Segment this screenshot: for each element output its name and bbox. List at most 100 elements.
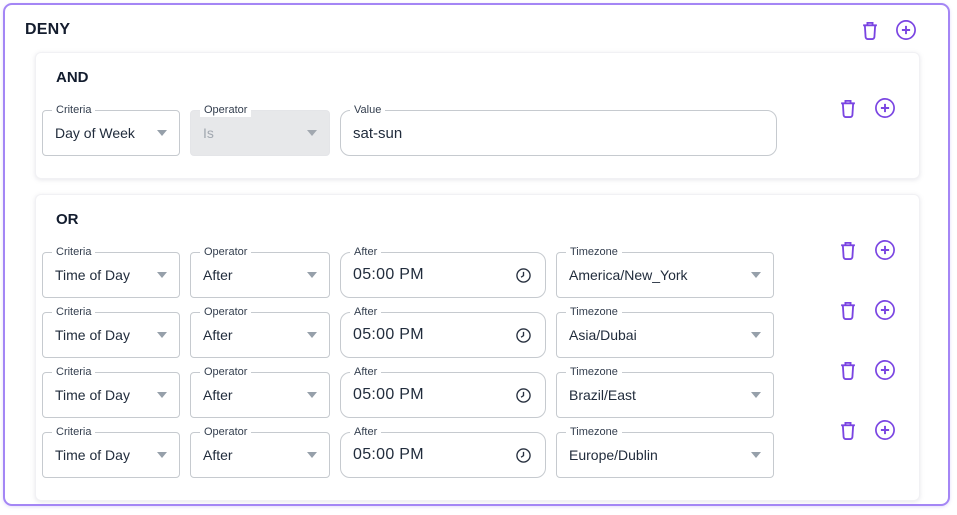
value-text: sat-sun bbox=[353, 124, 403, 142]
caret-down-icon bbox=[307, 332, 317, 338]
group-label-and: AND bbox=[56, 69, 89, 86]
delete-rule-button[interactable] bbox=[836, 238, 860, 262]
caret-down-icon bbox=[751, 332, 761, 338]
plus-circle-icon bbox=[874, 239, 896, 261]
trash-icon bbox=[840, 241, 856, 260]
add-rule-button[interactable] bbox=[873, 358, 897, 382]
trash-icon bbox=[862, 21, 878, 40]
clock-icon bbox=[516, 267, 531, 283]
operator-label: Operator bbox=[200, 103, 252, 117]
plus-circle-icon bbox=[874, 359, 896, 381]
add-group-button[interactable] bbox=[894, 18, 918, 42]
criteria-select[interactable]: Criteria Time of Day bbox=[42, 425, 180, 478]
operator-select[interactable]: Operator After bbox=[190, 425, 330, 478]
or-rule-row-1: Criteria Time of Day Operator After Afte… bbox=[42, 239, 909, 298]
operator-select[interactable]: Operator After bbox=[190, 245, 330, 298]
time-picker-button[interactable] bbox=[514, 386, 533, 405]
trash-icon bbox=[840, 361, 856, 380]
trash-icon bbox=[840, 99, 856, 118]
time-picker-button[interactable] bbox=[514, 446, 533, 465]
caret-down-icon bbox=[751, 392, 761, 398]
criteria-select[interactable]: Criteria Time of Day bbox=[42, 305, 180, 358]
row-actions bbox=[836, 298, 897, 322]
time-input[interactable]: After 05:00 PM bbox=[340, 425, 546, 478]
page-title: DENY bbox=[25, 21, 71, 38]
timezone-select[interactable]: Timezone Asia/Dubai bbox=[556, 305, 774, 358]
time-value: 05:00 PM bbox=[353, 446, 424, 463]
caret-down-icon bbox=[307, 130, 317, 136]
and-group-card: AND Criteria Day of Week Operator Is Val… bbox=[35, 52, 920, 179]
caret-down-icon bbox=[157, 130, 167, 136]
caret-down-icon bbox=[307, 272, 317, 278]
or-group-card: OR Criteria Time of Day Operator After A… bbox=[35, 194, 920, 501]
criteria-select[interactable]: Criteria Time of Day bbox=[42, 365, 180, 418]
operator-select[interactable]: Operator After bbox=[190, 305, 330, 358]
timezone-label: Timezone bbox=[566, 305, 622, 319]
time-picker-button[interactable] bbox=[514, 326, 533, 345]
after-label: After bbox=[350, 305, 382, 319]
caret-down-icon bbox=[307, 392, 317, 398]
time-input[interactable]: After 05:00 PM bbox=[340, 245, 546, 298]
add-rule-button[interactable] bbox=[873, 238, 897, 262]
time-value: 05:00 PM bbox=[353, 266, 424, 283]
timezone-label: Timezone bbox=[566, 245, 622, 259]
criteria-value: Time of Day bbox=[55, 267, 130, 283]
delete-rule-button[interactable] bbox=[836, 298, 860, 322]
operator-value: After bbox=[203, 447, 233, 463]
delete-rule-button[interactable] bbox=[836, 358, 860, 382]
deny-rule-panel: DENY AND Criteria Day of Week Operator I… bbox=[3, 3, 950, 506]
timezone-value: Asia/Dubai bbox=[569, 327, 637, 343]
time-input[interactable]: After 05:00 PM bbox=[340, 365, 546, 418]
after-label: After bbox=[350, 425, 382, 439]
clock-icon bbox=[516, 447, 531, 463]
criteria-label: Criteria bbox=[52, 425, 96, 439]
timezone-label: Timezone bbox=[566, 425, 622, 439]
row-actions bbox=[836, 238, 897, 262]
header-actions bbox=[858, 18, 918, 42]
caret-down-icon bbox=[157, 452, 167, 458]
operator-label: Operator bbox=[200, 245, 252, 259]
criteria-value: Day of Week bbox=[55, 125, 135, 141]
criteria-select[interactable]: Criteria Time of Day bbox=[42, 245, 180, 298]
timezone-select[interactable]: Timezone Brazil/East bbox=[556, 365, 774, 418]
timezone-label: Timezone bbox=[566, 365, 622, 379]
after-label: After bbox=[350, 245, 382, 259]
time-input[interactable]: After 05:00 PM bbox=[340, 305, 546, 358]
operator-select-disabled: Operator Is bbox=[190, 103, 330, 156]
criteria-label: Criteria bbox=[52, 103, 96, 117]
time-value: 05:00 PM bbox=[353, 326, 424, 343]
trash-icon bbox=[840, 301, 856, 320]
add-rule-button[interactable] bbox=[873, 96, 897, 120]
row-actions bbox=[836, 96, 897, 120]
timezone-select[interactable]: Timezone America/New_York bbox=[556, 245, 774, 298]
add-rule-button[interactable] bbox=[873, 298, 897, 322]
trash-icon bbox=[840, 421, 856, 440]
plus-circle-icon bbox=[895, 19, 917, 41]
timezone-value: Brazil/East bbox=[569, 387, 636, 403]
add-rule-button[interactable] bbox=[873, 418, 897, 442]
criteria-label: Criteria bbox=[52, 365, 96, 379]
operator-value: After bbox=[203, 387, 233, 403]
time-value: 05:00 PM bbox=[353, 386, 424, 403]
operator-select[interactable]: Operator After bbox=[190, 365, 330, 418]
plus-circle-icon bbox=[874, 97, 896, 119]
delete-deny-group-button[interactable] bbox=[858, 18, 882, 42]
or-rule-row-3: Criteria Time of Day Operator After Afte… bbox=[42, 359, 909, 418]
delete-rule-button[interactable] bbox=[836, 418, 860, 442]
value-input[interactable]: Value sat-sun bbox=[340, 103, 777, 156]
timezone-select[interactable]: Timezone Europe/Dublin bbox=[556, 425, 774, 478]
value-label: Value bbox=[350, 103, 386, 117]
criteria-select[interactable]: Criteria Day of Week bbox=[42, 103, 180, 156]
or-rule-row-2: Criteria Time of Day Operator After Afte… bbox=[42, 299, 909, 358]
criteria-label: Criteria bbox=[52, 245, 96, 259]
time-picker-button[interactable] bbox=[514, 266, 533, 285]
operator-value: Is bbox=[203, 125, 214, 141]
panel-header: DENY bbox=[5, 5, 948, 48]
caret-down-icon bbox=[157, 272, 167, 278]
clock-icon bbox=[516, 327, 531, 343]
criteria-label: Criteria bbox=[52, 305, 96, 319]
delete-rule-button[interactable] bbox=[836, 96, 860, 120]
row-actions bbox=[836, 418, 897, 442]
timezone-value: America/New_York bbox=[569, 267, 688, 283]
criteria-value: Time of Day bbox=[55, 447, 130, 463]
